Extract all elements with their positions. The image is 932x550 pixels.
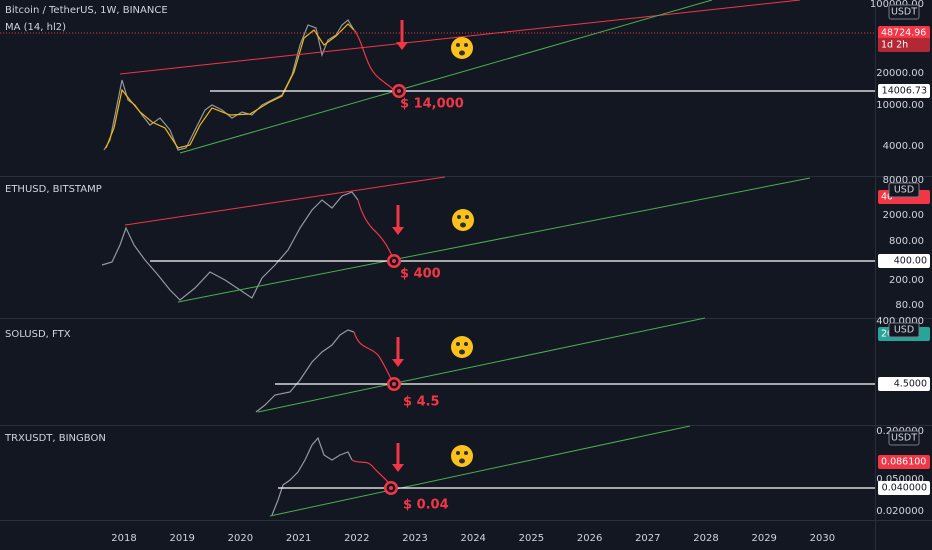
emoji-eye xyxy=(456,342,460,346)
emoji xyxy=(451,336,473,358)
currency: USD xyxy=(894,325,914,336)
target-price-tag xyxy=(878,377,930,391)
currency-box xyxy=(888,182,920,198)
price-label: 8000.00 xyxy=(883,175,924,186)
emoji xyxy=(451,445,473,467)
emoji-mouth xyxy=(459,50,465,56)
price-label: 80.00 xyxy=(895,300,924,311)
price-label: 200.00 xyxy=(889,275,924,286)
currency: USDT xyxy=(891,433,917,444)
emoji-eye xyxy=(457,215,461,219)
price-label: 0.050000 xyxy=(876,474,924,485)
time-label: 2025 xyxy=(519,533,544,544)
target-marker xyxy=(397,89,401,93)
price-label: 10000.00 xyxy=(876,100,924,111)
target-lines xyxy=(150,90,875,489)
emoji-mouth xyxy=(460,222,466,228)
currency-box xyxy=(888,4,920,20)
countdown-tag xyxy=(878,38,930,52)
time-label: 2022 xyxy=(344,533,369,544)
emoji xyxy=(451,37,473,59)
price-label: 2000.00 xyxy=(883,210,924,221)
time-label: 2028 xyxy=(693,533,718,544)
down-arrow-head xyxy=(392,227,404,235)
currency-box xyxy=(888,322,920,338)
emoji-eye xyxy=(465,215,469,219)
target-price: 4.5000 xyxy=(894,379,927,390)
target-annotation: $ 400 xyxy=(400,267,441,282)
price-history xyxy=(101,19,359,516)
time-label: 2026 xyxy=(577,533,602,544)
time-label: 2029 xyxy=(751,533,776,544)
currency: USD xyxy=(894,185,914,196)
target-annotation: $ 0.04 xyxy=(403,498,449,513)
down-arrow-head xyxy=(396,42,408,50)
price-label: 0.020000 xyxy=(876,506,924,517)
time-label: 2030 xyxy=(810,533,835,544)
time-label: 2023 xyxy=(402,533,427,544)
price-label: 400.0000 xyxy=(876,316,924,327)
currency: USDT xyxy=(891,7,917,18)
target-annotation: $ 14,000 xyxy=(400,97,464,112)
price-label: 800.00 xyxy=(889,236,924,247)
indicator-label: MA (14, hl2) xyxy=(5,22,66,33)
emoji-eye xyxy=(464,342,468,346)
price-label: 4000.00 xyxy=(883,141,924,152)
last-price-tag xyxy=(878,26,930,40)
pane-title: SOLUSD, FTX xyxy=(5,329,71,340)
pane-title: TRXUSDT, BINGBON xyxy=(4,433,106,444)
last-price: 40 xyxy=(881,192,893,203)
last-price-tag xyxy=(878,455,930,469)
last-price: 0.086100 xyxy=(881,457,926,468)
down-arrow-head xyxy=(392,359,404,367)
trend-lines xyxy=(119,0,811,517)
currency-box xyxy=(888,430,920,446)
target-price-tag xyxy=(878,481,930,495)
target-marker xyxy=(389,486,393,490)
last-price: 20 xyxy=(881,329,893,340)
target-marker xyxy=(392,382,396,386)
time-label: 2027 xyxy=(635,533,660,544)
time-label: 2019 xyxy=(169,533,194,544)
emoji-mouth xyxy=(459,349,465,355)
emoji-eye xyxy=(464,43,468,47)
emoji-eye xyxy=(464,451,468,455)
countdown: 1d 2h xyxy=(881,40,908,51)
target-price-tag xyxy=(878,84,930,98)
time-label: 2020 xyxy=(228,533,253,544)
target-price-tag xyxy=(878,254,930,268)
time-label: 2024 xyxy=(460,533,485,544)
target-price: 14006.73 xyxy=(882,86,927,97)
emoji xyxy=(452,209,474,231)
target-marker xyxy=(392,259,396,263)
emoji-eye xyxy=(456,43,460,47)
emoji-eye xyxy=(456,451,460,455)
time-label: 2018 xyxy=(111,533,136,544)
target-annotation: $ 4.5 xyxy=(403,395,440,410)
price-label: 20000.00 xyxy=(876,68,924,79)
target-price: 400.00 xyxy=(894,256,927,267)
time-label: 2021 xyxy=(286,533,311,544)
pane-title: ETHUSD, BITSTAMP xyxy=(5,184,102,195)
last-price: 48724.96 xyxy=(881,28,926,39)
emoji-mouth xyxy=(459,458,465,464)
pane-title: Bitcoin / TetherUS, 1W, BINANCE xyxy=(5,5,168,16)
projection xyxy=(351,29,397,489)
down-arrow-head xyxy=(392,464,404,472)
target-price: 0.040000 xyxy=(882,483,927,494)
